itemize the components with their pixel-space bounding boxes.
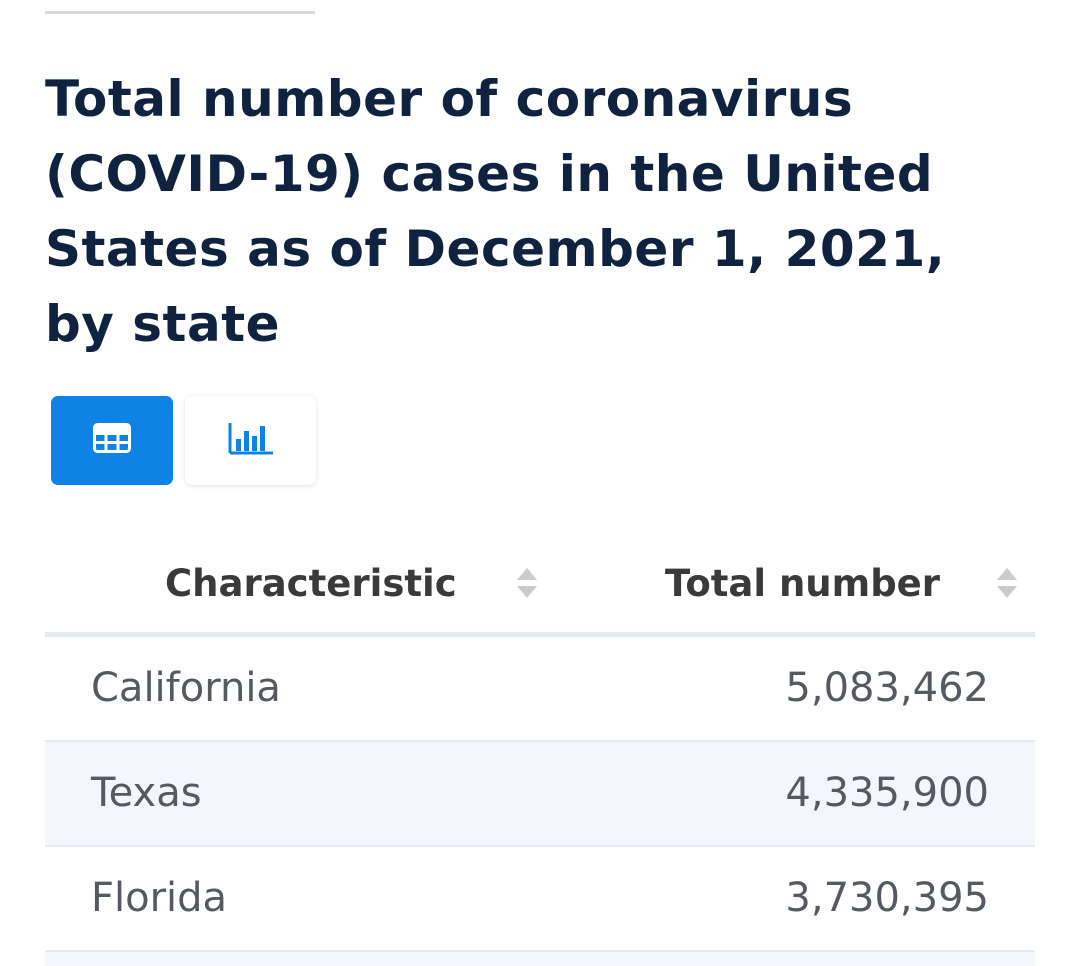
data-table: Characteristic Total number California 5…: [45, 530, 1035, 966]
sort-icon[interactable]: [516, 566, 538, 600]
table-icon: [93, 423, 131, 458]
column-header-characteristic[interactable]: Characteristic: [165, 562, 457, 605]
state-cell: Florida: [91, 875, 228, 921]
sort-icon[interactable]: [996, 566, 1018, 600]
page-title: Total number of coronavirus (COVID-19) c…: [45, 70, 946, 353]
column-header-total-number[interactable]: Total number: [665, 562, 941, 605]
table-view-button[interactable]: [51, 396, 173, 485]
table-header: Characteristic Total number: [45, 530, 1035, 637]
chart-view-button[interactable]: [185, 396, 316, 485]
table-row: California 5,083,462: [45, 637, 1035, 742]
table-row: [45, 952, 1035, 966]
bar-chart-icon: [228, 421, 274, 460]
state-cell: Texas: [91, 770, 202, 816]
total-cell: 3,730,395: [785, 875, 989, 921]
table-row: Florida 3,730,395: [45, 847, 1035, 952]
table-row: Texas 4,335,900: [45, 742, 1035, 847]
total-cell: 5,083,462: [785, 665, 989, 711]
divider: [45, 11, 315, 14]
state-cell: California: [91, 665, 281, 711]
total-cell: 4,335,900: [785, 770, 989, 816]
view-toggle: [51, 396, 316, 485]
